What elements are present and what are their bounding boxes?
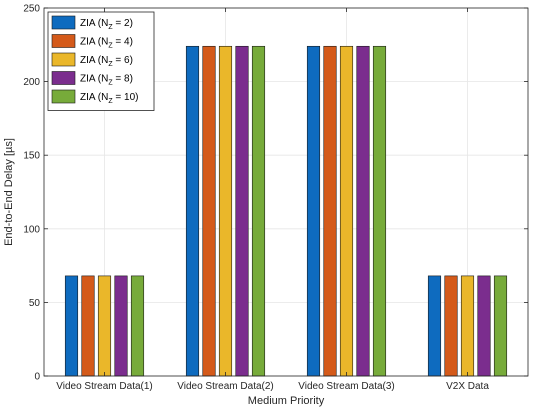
bar (339, 45, 354, 377)
y-tick-label: 200 (23, 77, 40, 88)
bar (444, 275, 458, 377)
bar (460, 275, 475, 377)
legend-entry: ZIA (NZ = 8) (80, 74, 133, 87)
legend-entry: ZIA (NZ = 4) (80, 37, 133, 50)
bar (306, 45, 321, 377)
legend-entry: ZIA (NZ = 6) (80, 55, 133, 68)
bar (356, 45, 370, 377)
bar (427, 275, 442, 377)
bar (372, 45, 387, 377)
legend-swatch (51, 89, 76, 104)
bar (97, 275, 112, 377)
y-axis-ticks: 0 50 100 150 200 250 (23, 4, 528, 383)
plot-area-frame (43, 7, 529, 377)
x-tick-label: Video Stream Data(3) (298, 381, 395, 392)
legend-swatch (51, 71, 76, 85)
legend-swatch (51, 34, 76, 48)
y-axis-label: End-to-End Delay [µs] (3, 138, 15, 246)
x-tick-label: V2X Data (446, 381, 489, 392)
y-tick-label: 150 (23, 151, 40, 162)
bar (218, 45, 233, 377)
x-axis-ticks: Video Stream Data(1) Video Stream Data(2)… (56, 8, 489, 392)
bar (130, 275, 145, 377)
y-tick-label: 0 (34, 372, 40, 383)
x-axis-label: Medium Priority (248, 395, 325, 407)
y-tick-label: 250 (23, 4, 40, 15)
bar (64, 275, 79, 377)
bar (493, 275, 508, 377)
bar (114, 275, 128, 377)
x-tick-label: Video Stream Data(2) (177, 381, 274, 392)
bar (323, 45, 337, 377)
x-tick-label: Video Stream Data(1) (56, 381, 153, 392)
bar (251, 45, 266, 377)
legend-entry: ZIA (NZ = 2) (80, 18, 133, 31)
y-tick-label: 100 (23, 224, 40, 235)
y-tick-label: 50 (29, 298, 41, 309)
bar (81, 275, 95, 377)
bar (202, 45, 216, 377)
bar (235, 45, 249, 377)
bar (477, 275, 491, 377)
legend: ZIA (NZ = 2) ZIA (NZ = 4) ZIA (NZ = 6) ZIA … (47, 11, 155, 111)
legend-swatch (51, 52, 76, 67)
legend-swatch (51, 15, 76, 30)
bar (185, 45, 200, 377)
bars (64, 45, 508, 377)
legend-entry: ZIA (NZ = 10) (80, 92, 138, 105)
